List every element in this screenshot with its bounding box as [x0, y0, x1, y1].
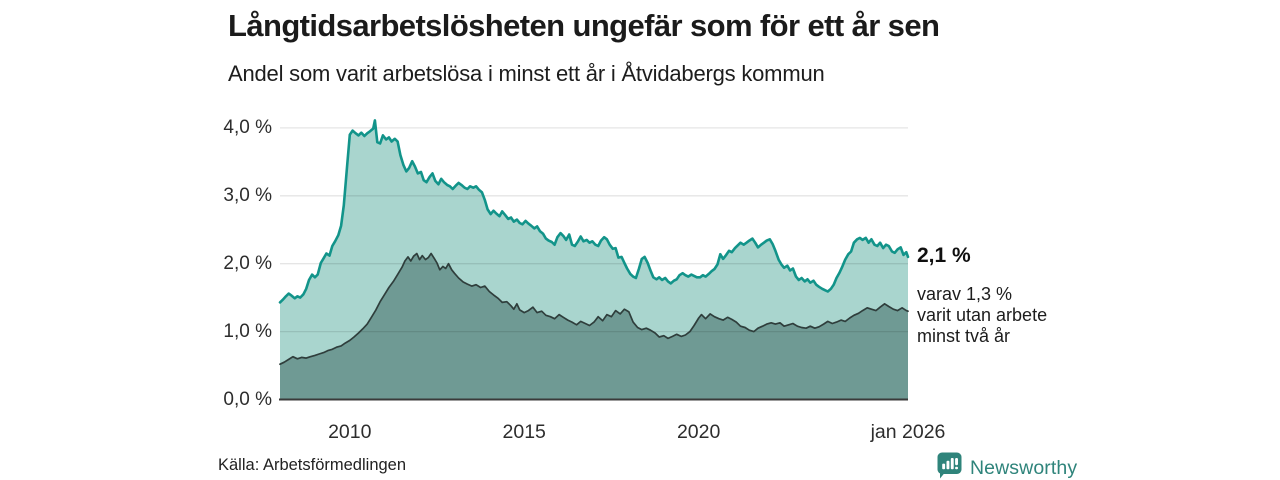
y-tick-label: 4,0 % [223, 116, 272, 138]
y-tick-label: 2,0 % [223, 252, 272, 274]
end-value-subset-line2: varit utan arbete [917, 305, 1048, 325]
y-tick-label: 1,0 % [223, 320, 272, 342]
page-title: Långtidsarbetslösheten ungefär som för e… [228, 8, 940, 43]
newsworthy-logo-icon [937, 452, 962, 480]
source-note: Källa: Arbetsförmedlingen [218, 456, 407, 474]
y-tick-label: 3,0 % [223, 184, 272, 206]
newsworthy-brand: Newsworthy [937, 452, 1077, 480]
series-line-0 [278, 119, 910, 304]
series-line-1 [279, 252, 909, 366]
x-tick-label: 2020 [676, 421, 721, 443]
newsworthy-wordmark: Newsworthy [970, 456, 1078, 479]
y-tick-label: 0,0 % [223, 388, 272, 410]
end-value-subset-line1: varav 1,3 % [917, 284, 1013, 304]
x-tick-label: 2015 [502, 421, 546, 443]
series-area-1 [280, 253, 908, 400]
end-value-total: 2,1 % [917, 244, 971, 267]
x-tick-label: jan 2026 [870, 421, 946, 443]
end-value-subset-line3: minst två år [917, 326, 1011, 346]
page-subtitle: Andel som varit arbetslösa i minst ett å… [228, 61, 825, 86]
x-tick-label: 2010 [328, 421, 372, 443]
end-value-subset: varav 1,3 % varit utan arbete minst två … [917, 284, 1047, 347]
